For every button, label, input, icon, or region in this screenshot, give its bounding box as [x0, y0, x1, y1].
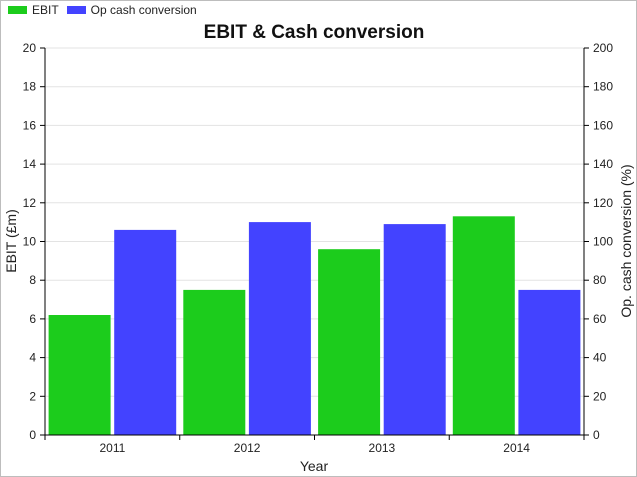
bar-op-cash-2013[interactable] — [383, 224, 446, 435]
legend-swatch-ebit — [8, 6, 27, 14]
y-tick-label-right: 140 — [593, 157, 613, 171]
y-tick-label-left: 12 — [23, 196, 37, 210]
y-tick-label-left: 8 — [29, 273, 36, 287]
y-tick-label-right: 120 — [593, 196, 613, 210]
bar-op-cash-2011[interactable] — [114, 229, 177, 435]
legend: EBIT Op cash conversion — [8, 3, 205, 17]
legend-label-op-cash: Op cash conversion — [90, 3, 197, 17]
bar-op-cash-2014[interactable] — [518, 289, 581, 435]
chart-title: EBIT & Cash conversion — [204, 22, 425, 43]
x-tick-label: 2011 — [99, 441, 125, 455]
y-tick-label-left: 0 — [29, 428, 36, 442]
bar-op-cash-2012[interactable] — [248, 222, 311, 435]
x-axis-label: Year — [300, 458, 329, 474]
y-tick-label-right: 160 — [593, 118, 613, 132]
bar-ebit-2014[interactable] — [452, 216, 515, 435]
y-tick-label-left: 14 — [23, 157, 37, 171]
x-tick-label: 2012 — [234, 441, 261, 455]
y-axis-label-left: EBIT (£m) — [3, 209, 19, 273]
y-tick-label-right: 200 — [593, 41, 613, 55]
legend-item-ebit[interactable]: EBIT — [8, 3, 59, 17]
y-tick-label-left: 4 — [29, 351, 36, 365]
x-tick-label: 2014 — [503, 441, 530, 455]
bar-ebit-2012[interactable] — [183, 289, 246, 435]
y-tick-label-left: 10 — [23, 235, 37, 249]
bar-ebit-2011[interactable] — [48, 315, 111, 435]
x-tick-label: 2013 — [369, 441, 396, 455]
y-tick-label-right: 40 — [593, 351, 607, 365]
y-tick-label-right: 20 — [593, 389, 607, 403]
y-tick-label-right: 60 — [593, 312, 607, 326]
legend-item-op-cash[interactable]: Op cash conversion — [66, 3, 197, 17]
y-axis-label-right: Op. cash conversion (%) — [618, 164, 634, 317]
legend-label-ebit: EBIT — [32, 3, 59, 17]
y-tick-label-left: 6 — [29, 312, 36, 326]
y-tick-label-left: 2 — [29, 389, 36, 403]
bar-ebit-2013[interactable] — [318, 249, 381, 435]
y-tick-label-right: 80 — [593, 273, 607, 287]
y-tick-label-right: 0 — [593, 428, 600, 442]
y-tick-label-left: 20 — [23, 41, 37, 55]
y-tick-label-left: 18 — [23, 80, 37, 94]
y-tick-label-left: 16 — [23, 118, 37, 132]
legend-swatch-op-cash — [66, 6, 86, 14]
y-tick-label-right: 180 — [593, 80, 613, 94]
y-tick-label-right: 100 — [593, 235, 613, 249]
